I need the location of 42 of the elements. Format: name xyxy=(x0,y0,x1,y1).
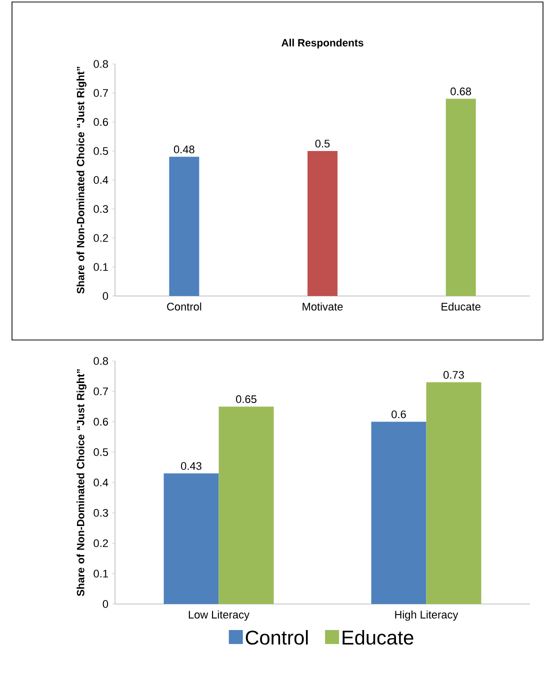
data-label: 0.68 xyxy=(450,88,472,96)
x-tick-label: Educate xyxy=(442,302,480,311)
y-tick-label: 0.7 xyxy=(94,89,108,97)
bar xyxy=(371,422,426,604)
data-label: 0.43 xyxy=(181,462,202,470)
y-tick-label: 0.8 xyxy=(94,60,108,68)
y-tick-label: 0.2 xyxy=(94,539,108,548)
y-tick-label: 0.1 xyxy=(94,263,108,271)
x-tick-label: Control xyxy=(167,302,202,311)
chart-title: All Respondents xyxy=(282,38,364,49)
y-tick-label: 0 xyxy=(102,600,108,608)
data-label: 0.65 xyxy=(236,395,256,404)
y-tick-label: 0.3 xyxy=(94,509,108,517)
data-label: 0.48 xyxy=(174,146,194,154)
x-tick-label: Motivate xyxy=(302,302,343,311)
bar xyxy=(426,382,482,604)
y-tick-label: 0.4 xyxy=(94,478,108,486)
y-tick-label: 0.4 xyxy=(94,176,108,184)
y-tick-label: 0.3 xyxy=(94,205,108,213)
x-tick-label: High Literacy xyxy=(395,610,458,621)
y-tick-label: 0.5 xyxy=(94,147,108,155)
y-axis-title: Share of Non-Dominated Choice “Just Right” xyxy=(76,66,86,294)
data-label: 0.6 xyxy=(392,410,406,418)
y-tick-label: 0 xyxy=(102,292,108,300)
data-label: 0.73 xyxy=(444,370,464,379)
data-label: 0.5 xyxy=(315,140,330,148)
y-tick-label: 0.5 xyxy=(94,448,108,456)
bar xyxy=(169,156,200,296)
x-tick-label: Low Literacy xyxy=(188,610,250,621)
bar xyxy=(446,98,476,296)
bar xyxy=(164,473,219,604)
bar xyxy=(308,151,338,296)
y-axis-title: Share of Non-Dominated Choice “Just Right” xyxy=(76,369,86,596)
y-tick-label: 0.6 xyxy=(94,118,108,126)
y-tick-label: 0.6 xyxy=(94,418,108,426)
y-tick-label: 0.1 xyxy=(94,570,108,578)
y-tick-label: 0.7 xyxy=(94,388,108,396)
bar xyxy=(218,406,274,604)
y-tick-label: 0.8 xyxy=(94,357,108,365)
y-tick-label: 0.2 xyxy=(94,234,108,242)
legend-label: Control xyxy=(246,630,308,645)
legend-label: Educate xyxy=(342,630,414,645)
